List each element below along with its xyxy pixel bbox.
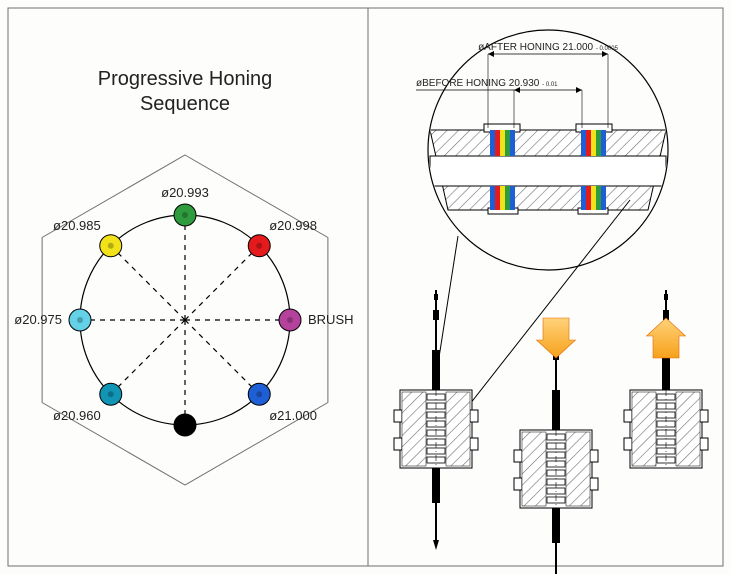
dial-label: ø20.960 bbox=[53, 408, 101, 423]
tool bbox=[394, 290, 478, 550]
dim-after: øAFTER HONING 21.000 - 0.0005 bbox=[478, 42, 618, 53]
right-panel: øAFTER HONING 21.000 - 0.0005 øBEFORE HON… bbox=[394, 30, 708, 574]
honing-dial: ø20.993 ø20.998 BRUSH ø21.000 ø20.960 ø20.975… bbox=[14, 185, 353, 436]
tool bbox=[514, 330, 598, 574]
left-panel: Progressive Honing Sequence ø20.993ø20.9… bbox=[14, 68, 353, 485]
detail-leader-2 bbox=[448, 200, 630, 432]
dial-label: BRUSH bbox=[308, 312, 354, 327]
tool bbox=[624, 290, 708, 468]
dim-before: øBEFORE HONING 20.930 - 0.01 bbox=[416, 78, 558, 89]
title-line2: Sequence bbox=[140, 93, 230, 115]
dial-label: ø20.998 bbox=[269, 218, 317, 233]
outer-frame bbox=[8, 8, 723, 566]
bore-detail: øAFTER HONING 21.000 - 0.0005 øBEFORE HON… bbox=[416, 30, 668, 270]
dial-label: ø20.975 bbox=[14, 312, 62, 327]
arrow-down-icon bbox=[537, 318, 576, 358]
title-line1: Progressive Honing bbox=[98, 68, 273, 90]
dial-label: ø20.993 bbox=[161, 185, 209, 200]
arrow-up-icon bbox=[647, 318, 686, 358]
dial-label: ø20.985 bbox=[53, 218, 101, 233]
dial-label: ø21.000 bbox=[269, 408, 317, 423]
